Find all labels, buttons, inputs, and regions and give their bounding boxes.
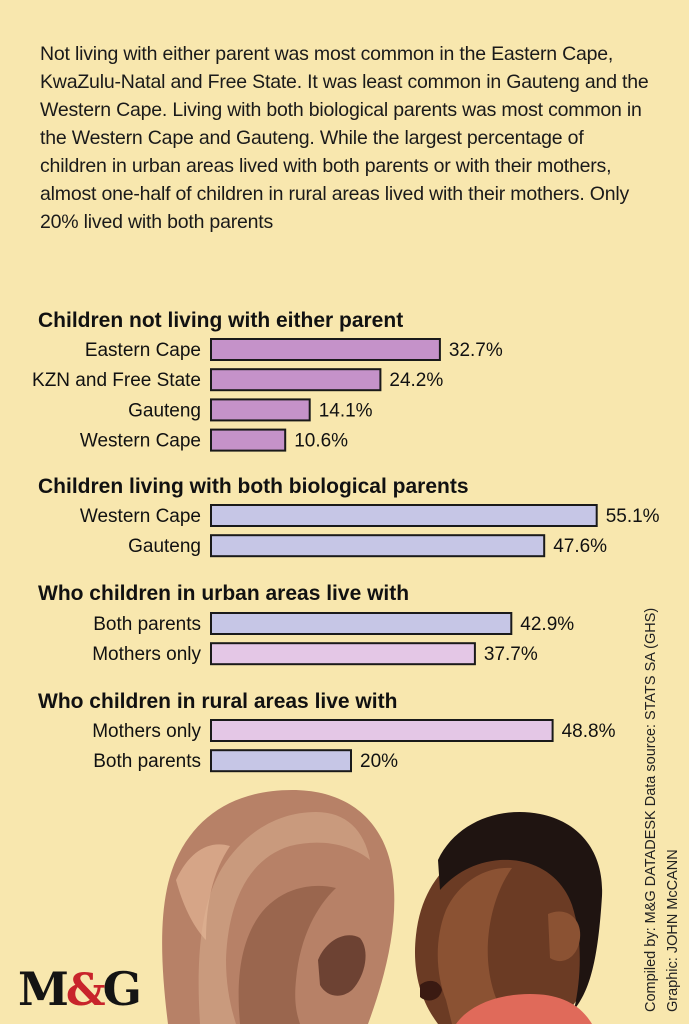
category-label-gauteng: Gauteng — [128, 400, 201, 421]
value-label-kzn-and-free-state: 24.2% — [389, 370, 443, 391]
category-label-western-cape: Western Cape — [80, 431, 201, 452]
child-shirt — [456, 994, 592, 1024]
bar-western-cape — [210, 428, 287, 452]
value-label-mothers-only: 37.7% — [484, 644, 538, 665]
value-label-both-parents: 42.9% — [520, 614, 574, 635]
bar-kzn-and-free-state — [210, 368, 382, 392]
section-title-both-parents: Children living with both biological par… — [38, 475, 469, 498]
bar-both-parents — [210, 612, 513, 635]
mg-logo: M&G — [18, 962, 142, 1016]
section-title-not-living: Children not living with either parent — [38, 309, 403, 332]
value-label-western-cape: 10.6% — [294, 431, 348, 452]
section-title-rural: Who children in rural areas live with — [38, 690, 397, 713]
value-label-mothers-only: 48.8% — [562, 721, 616, 742]
category-label-both-parents: Both parents — [93, 614, 201, 635]
value-label-western-cape: 55.1% — [606, 506, 660, 527]
category-label-mothers-only: Mothers only — [92, 721, 201, 742]
value-label-gauteng: 14.1% — [319, 400, 373, 421]
intro-paragraph: Not living with either parent was most c… — [40, 43, 649, 233]
credits: Compiled by: M&G DATADESK Data source: S… — [640, 592, 684, 1012]
category-label-both-parents: Both parents — [93, 751, 201, 772]
bar-mothers-only — [210, 642, 476, 666]
category-label-kzn-and-free-state: KZN and Free State — [32, 370, 201, 391]
bar-western-cape — [210, 504, 598, 527]
category-label-gauteng: Gauteng — [128, 536, 201, 557]
bar-gauteng — [210, 534, 546, 558]
bar-both-parents — [210, 749, 352, 773]
category-label-western-cape: Western Cape — [80, 506, 201, 527]
value-label-both-parents: 20% — [360, 751, 398, 772]
value-label-eastern-cape: 32.7% — [449, 340, 503, 361]
category-label-eastern-cape: Eastern Cape — [85, 340, 201, 361]
illustration-father-and-child — [162, 790, 603, 1024]
graphic-credit: Graphic: JOHN McCANN — [665, 849, 681, 1012]
bar-eastern-cape — [210, 338, 441, 361]
child-mouth — [420, 980, 442, 1001]
child-ear — [548, 911, 581, 962]
bar-mothers-only — [210, 719, 554, 742]
category-label-mothers-only: Mothers only — [92, 644, 201, 665]
child-hair — [438, 811, 603, 1010]
bar-gauteng — [210, 398, 311, 422]
data-source-credit: Compiled by: M&G DATADESK Data source: S… — [643, 607, 659, 1012]
section-title-urban: Who children in urban areas live with — [38, 582, 409, 605]
value-label-gauteng: 47.6% — [553, 536, 607, 557]
